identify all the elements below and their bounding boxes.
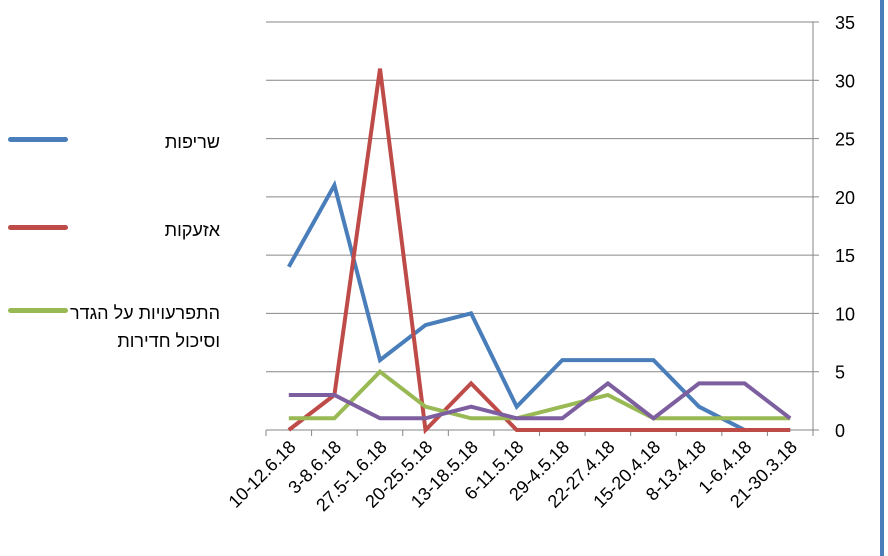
legend-item-fires: שריפות [8, 128, 220, 156]
y-tick-label: 15 [835, 246, 855, 266]
series-line-3 [288, 380, 792, 421]
y-tick-label: 20 [835, 188, 855, 208]
legend-label-fires: שריפות [164, 132, 220, 152]
y-tick-label: 25 [835, 130, 855, 150]
legend-swatch-alarms [8, 225, 68, 230]
gridlines [266, 21, 813, 431]
x-tick-labels: 10-12.6.183-8.6.1827.5-1.6.1820-25.5.181… [225, 437, 801, 516]
y-tick-labels: 0 5 10 15 20 25 30 35 [835, 13, 855, 441]
series-line-1 [287, 68, 791, 435]
legend-label-riots: התפרעויות על הגדר וסיכול חדירות [69, 303, 220, 351]
series-line-0 [287, 179, 791, 432]
series-line-2 [288, 369, 791, 421]
y-tick-label: 35 [835, 13, 855, 33]
y-tick-label: 10 [835, 304, 855, 324]
series-lines [287, 68, 792, 435]
y-tick-label: 0 [835, 421, 845, 441]
window-edge-bar [880, 0, 884, 556]
x-tick-label: 10-12.6.18 [225, 437, 300, 512]
legend-item-alarms: אזעקות [8, 216, 220, 244]
legend-item-riots: התפרעויות על הגדר וסיכול חדירות [8, 299, 220, 355]
legend-swatch-fires [8, 137, 68, 142]
axes [265, 21, 819, 436]
legend-label-alarms: אזעקות [164, 220, 220, 240]
y-tick-label: 5 [835, 363, 845, 383]
y-tick-label: 30 [835, 71, 855, 91]
legend-swatch-riots [8, 308, 68, 313]
